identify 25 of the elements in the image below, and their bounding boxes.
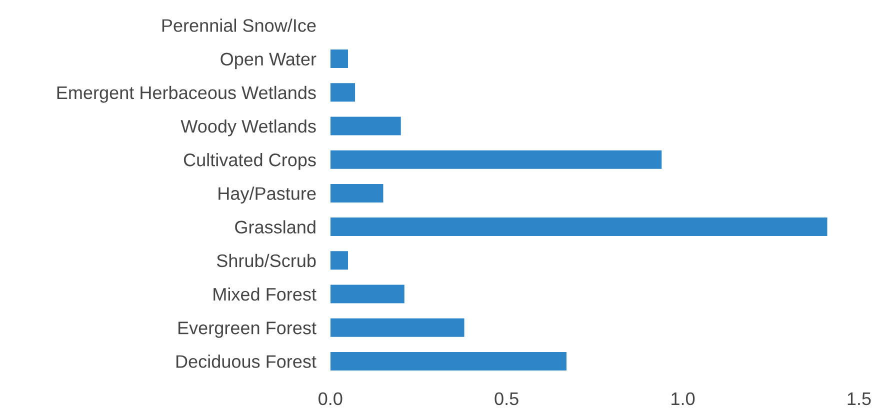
y-tick-label: Mixed Forest	[214, 287, 316, 301]
bar	[330, 218, 828, 236]
x-tick-label: 0.5	[494, 392, 518, 406]
x-tick-label: 1.0	[672, 392, 695, 406]
y-tick-label: Deciduous Forest	[176, 354, 316, 368]
bar	[330, 284, 404, 304]
bar	[330, 318, 464, 337]
bar	[330, 116, 401, 136]
bar	[330, 150, 662, 169]
y-tick-label: Grassland	[235, 220, 316, 234]
bar	[330, 83, 356, 102]
y-tick-label: Open Water	[220, 52, 316, 70]
x-tick-label: 1.5	[848, 392, 871, 406]
y-tick-label: Woody Wetlands	[180, 119, 316, 136]
y-tick-label: Evergreen Forest	[178, 322, 316, 338]
y-tick-label: Shrub/Scrub	[216, 254, 316, 268]
bar	[330, 184, 384, 202]
bar	[330, 352, 566, 370]
y-tick-label: Cultivated Crops	[184, 153, 316, 170]
x-tick-label: 0.0	[318, 392, 342, 406]
y-tick-label: Hay/Pasture	[218, 186, 316, 204]
bar	[330, 50, 348, 68]
bar	[330, 251, 348, 270]
y-tick-label: Perennial Snow/Ice	[162, 18, 316, 32]
y-tick-label: Emergent Herbaceous Wetlands	[57, 86, 316, 103]
